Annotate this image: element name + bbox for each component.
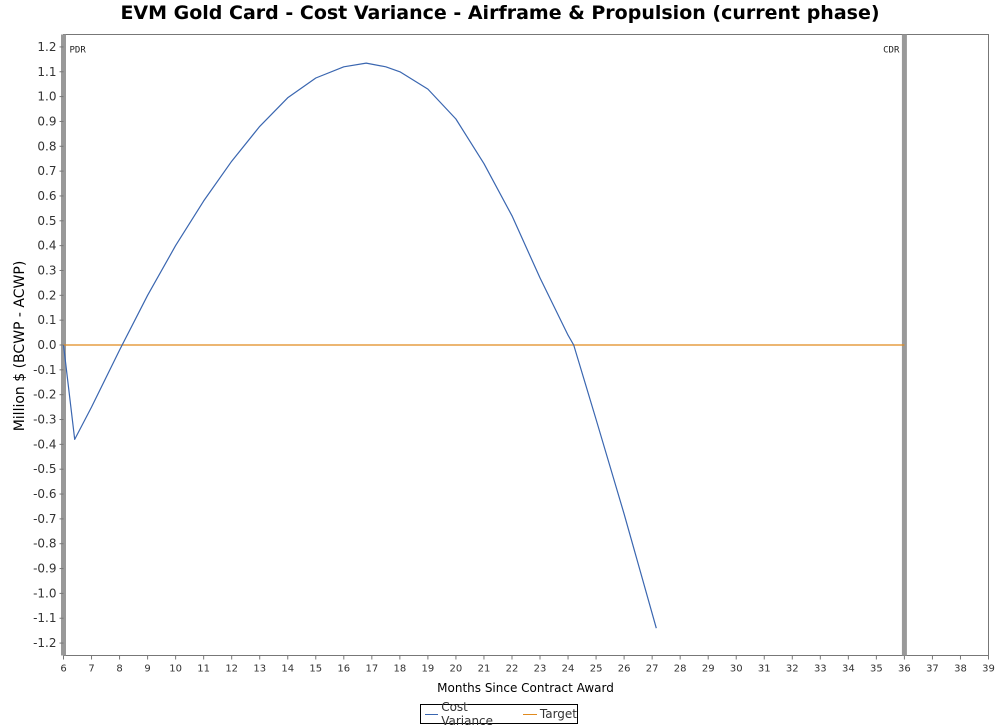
x-tick-label: 12 (225, 664, 238, 675)
x-tick-label: 19 (422, 664, 435, 675)
x-tick-label: 9 (144, 664, 150, 675)
legend: Cost Variance Target (420, 700, 578, 728)
x-tick-label: 39 (982, 664, 995, 675)
y-tick-label: -0.7 (33, 512, 56, 526)
milestone-marker-cdr (901, 34, 907, 656)
x-tick-label: 10 (169, 664, 182, 675)
y-tick-label: -0.2 (33, 388, 56, 402)
x-tick-label: 22 (506, 664, 519, 675)
y-tick-label: 0.4 (37, 239, 56, 253)
x-tick-label: 8 (116, 664, 122, 675)
milestone-label-pdr: PDR (70, 46, 87, 56)
x-tick-label: 24 (562, 664, 575, 675)
x-tick-label: 33 (814, 664, 827, 675)
y-tick-label: 1.1 (37, 65, 56, 79)
x-tick-label: 20 (450, 664, 463, 675)
y-tick-label: 0.7 (37, 164, 56, 178)
x-tick-label: 28 (674, 664, 687, 675)
x-tick-label: 34 (842, 664, 855, 675)
legend-item-cost-variance: Cost Variance (425, 700, 519, 728)
x-tick-label: 16 (337, 664, 350, 675)
y-tick-label: 0.1 (37, 313, 56, 327)
y-tick-label: -0.9 (33, 562, 56, 576)
x-tick-label: 11 (197, 664, 210, 675)
series-line-cost-variance (62, 62, 657, 629)
y-tick-label: -0.1 (33, 363, 56, 377)
x-tick-label: 29 (702, 664, 715, 675)
y-tick-label: -0.6 (33, 487, 56, 501)
y-tick-label: 0.0 (37, 338, 56, 352)
x-tick-label: 15 (309, 664, 322, 675)
x-tick-label: 35 (870, 664, 883, 675)
x-tick-label: 36 (898, 664, 911, 675)
x-tick-label: 13 (253, 664, 266, 675)
y-tick-label: 0.5 (37, 214, 56, 228)
y-tick-label: -1.0 (33, 586, 56, 600)
milestone-label-cdr: CDR (883, 46, 900, 56)
x-tick-label: 30 (730, 664, 743, 675)
x-tick-label: 32 (786, 664, 799, 675)
x-tick-label: 37 (926, 664, 939, 675)
x-tick-label: 21 (478, 664, 491, 675)
x-tick-label: 38 (954, 664, 967, 675)
x-tick-label: 27 (646, 664, 659, 675)
x-tick-label: 7 (88, 664, 94, 675)
x-tick-label: 23 (534, 664, 547, 675)
legend-swatch-cost-variance (425, 713, 439, 715)
y-tick-label: 1.0 (37, 90, 56, 104)
legend-swatch-target (522, 713, 537, 715)
chart-title: EVM Gold Card - Cost Variance - Airframe… (120, 2, 880, 24)
y-tick-label: 0.9 (37, 114, 56, 128)
legend-item-target: Target (522, 707, 577, 721)
y-tick-label: 1.2 (37, 40, 56, 54)
y-tick-label: -1.2 (33, 636, 56, 650)
x-tick-label: 6 (60, 664, 66, 675)
y-tick-label: -0.3 (33, 413, 56, 427)
y-tick-label: -1.1 (33, 611, 56, 625)
legend-label-cost-variance: Cost Variance (441, 700, 494, 728)
x-tick-label: 26 (618, 664, 631, 675)
y-tick-label: 0.8 (37, 139, 56, 153)
x-axis-label: Months Since Contract Award (437, 681, 614, 695)
x-tick-label: 14 (281, 664, 294, 675)
x-tick-label: 18 (393, 664, 406, 675)
x-tick-label: 25 (590, 664, 603, 675)
y-tick-label: 0.6 (37, 189, 56, 203)
legend-label-target: Target (539, 707, 577, 721)
y-tick-label: -0.4 (33, 437, 56, 451)
x-tick-label: 17 (365, 664, 378, 675)
y-tick-label: -0.5 (33, 462, 56, 476)
y-tick-label: 0.2 (37, 288, 56, 302)
y-tick-label: 0.3 (37, 263, 56, 277)
y-tick-label: -0.8 (33, 537, 56, 551)
y-axis-label-text: Million $ (BCWP - ACWP) (12, 260, 28, 432)
x-tick-label: 31 (758, 664, 771, 675)
